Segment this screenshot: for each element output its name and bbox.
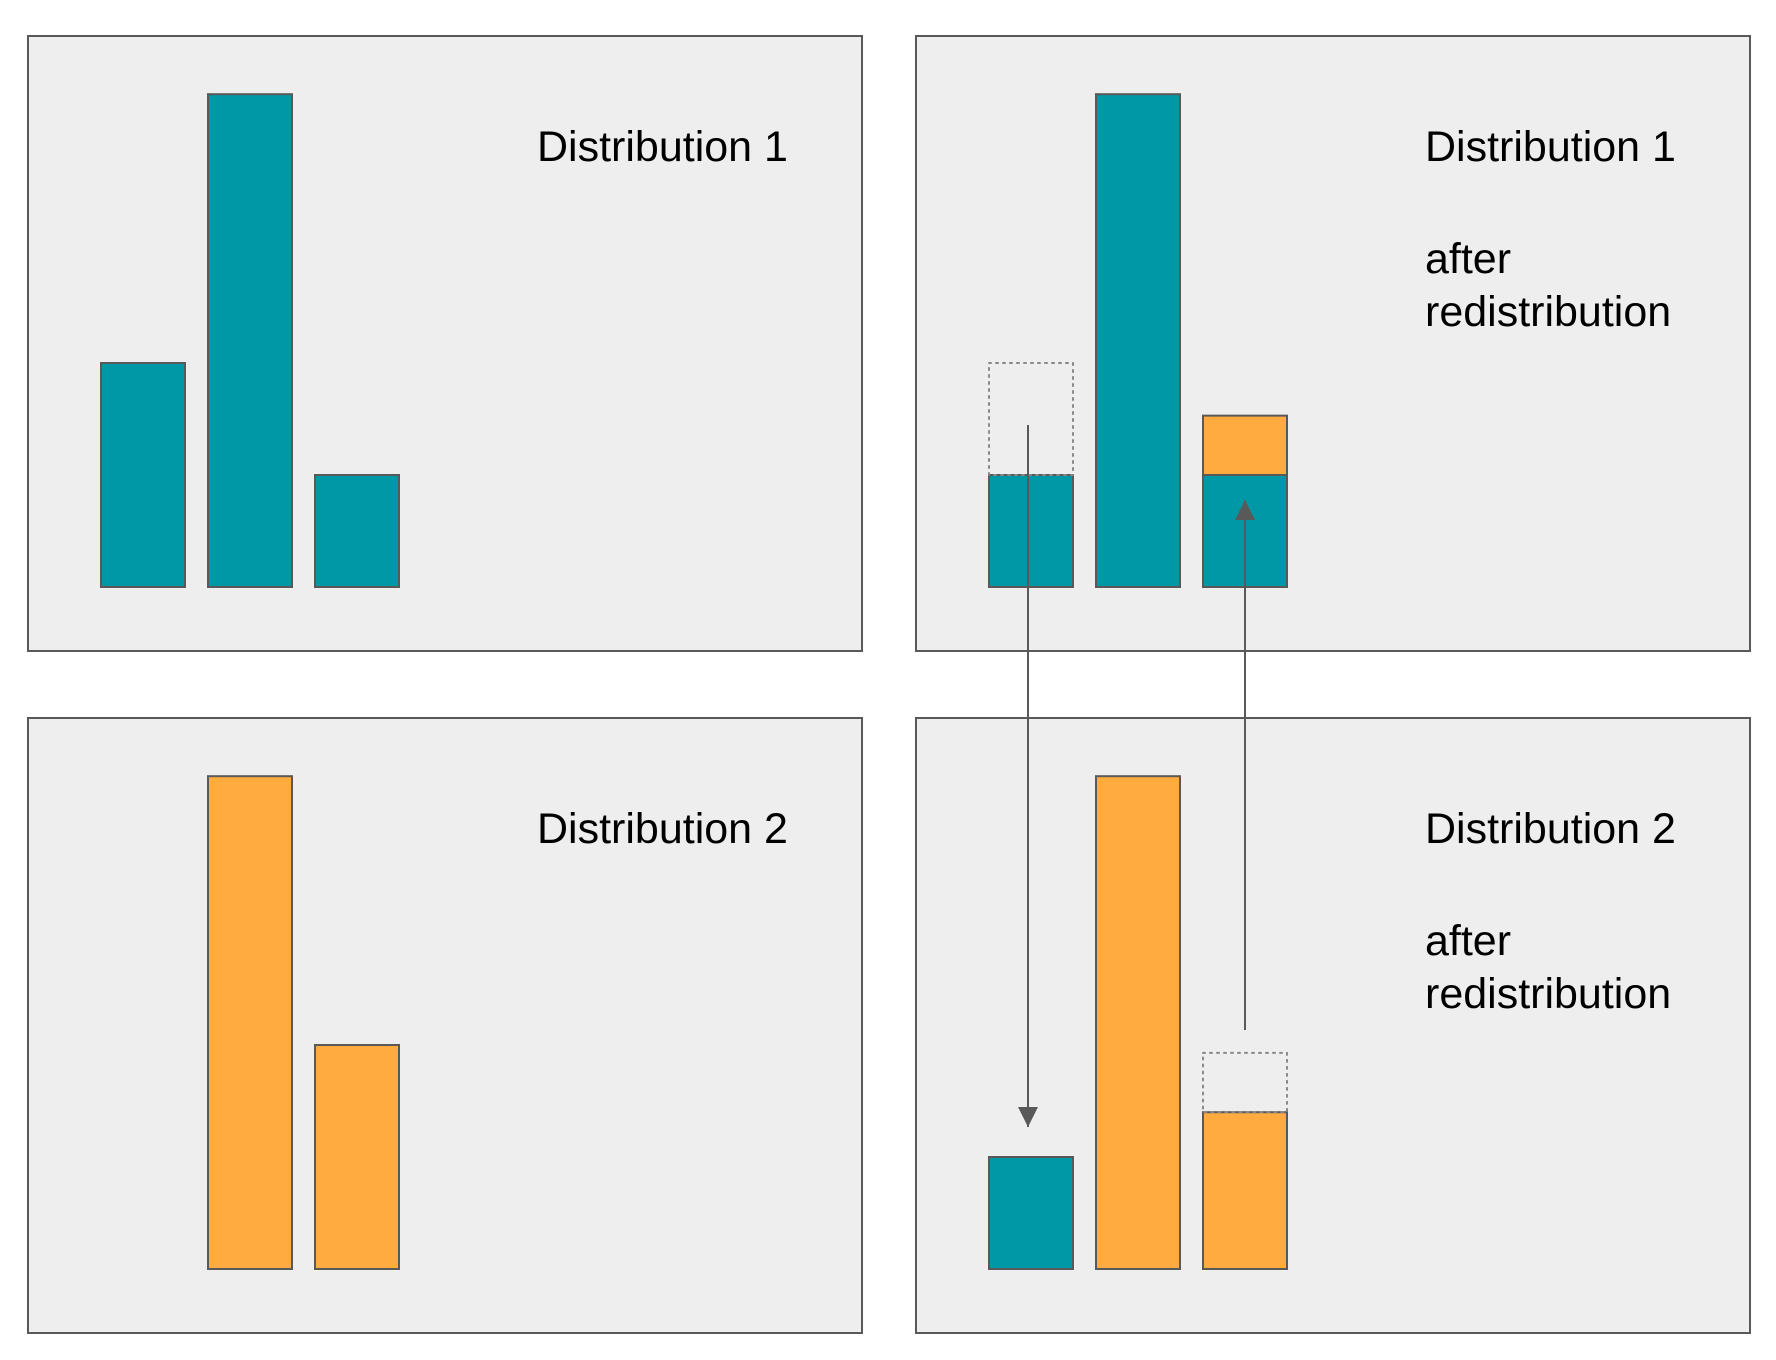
bar-2-segment-0-orange xyxy=(1202,1111,1288,1270)
panel-dist1-after: Distribution 1 after redistribution xyxy=(915,35,1751,652)
bar-2-segment-1-orange xyxy=(1202,414,1288,477)
panel-title: Distribution 2 xyxy=(537,805,788,853)
panel-subtitle-line: redistribution xyxy=(1425,288,1671,336)
bar-0-segment-0-teal xyxy=(100,362,186,588)
bar-0-segment-0-teal xyxy=(988,1156,1074,1270)
panel-subtitle-line: redistribution xyxy=(1425,970,1671,1018)
bar-2-segment-0-teal xyxy=(314,474,400,588)
bar-0-segment-0-teal xyxy=(988,474,1074,588)
bar-1-segment-0-orange xyxy=(207,775,293,1270)
panel-title: Distribution 2 xyxy=(1425,805,1676,853)
bar-2-segment-0-orange xyxy=(314,1044,400,1270)
panel-subtitle-line: after xyxy=(1425,917,1511,965)
bar-1-segment-0-orange xyxy=(1095,775,1181,1270)
bar-2-removed-portion xyxy=(1202,1051,1288,1114)
panel-dist2: Distribution 2 xyxy=(27,717,863,1334)
panel-frame xyxy=(27,717,863,1334)
bar-1-segment-0-teal xyxy=(207,93,293,588)
bar-1-segment-0-teal xyxy=(1095,93,1181,588)
panel-title: Distribution 1 xyxy=(537,123,788,171)
panel-title: Distribution 1 xyxy=(1425,123,1676,171)
panel-dist1: Distribution 1 xyxy=(27,35,863,652)
panel-subtitle-line: after xyxy=(1425,235,1511,283)
bar-0-removed-portion xyxy=(988,362,1074,476)
panel-dist2-after: Distribution 2 after redistribution xyxy=(915,717,1751,1334)
